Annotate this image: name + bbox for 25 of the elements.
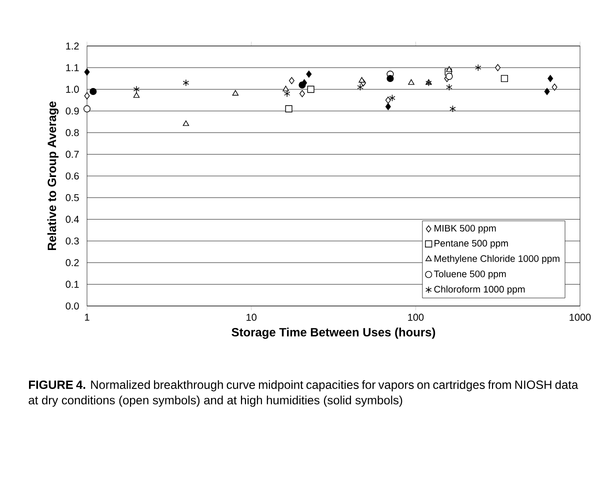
y-axis-title: Relative to Group Average [47,102,59,250]
legend-label: Pentane 500 ppm [434,240,508,248]
y-tick-label: 1.2 [66,42,79,50]
y-tick-label: 0.8 [66,129,79,136]
legend-label: Chloroform 1000 ppm [434,286,525,294]
y-tick-label: 1.0 [66,86,79,93]
legend-label: Toluene 500 ppm [434,270,506,280]
y-tick-label: 0.1 [66,280,79,288]
y-tick-label: 0.5 [66,194,79,202]
legend-label: Methylene Chloride 1000 ppm [434,254,560,264]
y-tick-label: 0.6 [66,172,79,180]
y-tick-label: 0.4 [66,216,79,223]
x-tick-label: 1000 [570,314,591,321]
y-tick-label: 0.7 [66,150,79,158]
y-tick-label: 1.1 [66,64,79,72]
text: FIGURE 4. Normalized breakthrough curve midpoint capacities for vapors on cartridges from NIOSH data at dry conditions (open symbols) and at high humidities (solid symbols) [28,380,578,407]
y-tick-label: 0.0 [66,302,79,310]
y-tick-label: 0.9 [66,107,79,115]
y-tick-label: 0.2 [66,259,79,266]
x-tick-label: 10 [246,314,256,321]
x-tick-label: 1 [85,314,90,321]
legend-label: MIBK 500 ppm [434,224,496,234]
x-tick-label: 100 [408,314,424,321]
y-tick-label: 0.3 [66,237,79,245]
x-axis-title: Storage Time Between Uses (hours) [232,328,436,339]
